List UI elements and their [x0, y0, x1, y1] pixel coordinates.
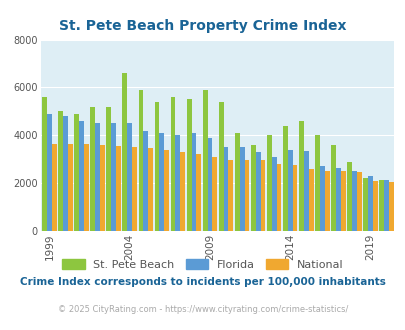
Bar: [260, 160, 265, 231]
Bar: [90, 107, 95, 231]
Bar: [335, 168, 340, 231]
Bar: [266, 135, 271, 231]
Bar: [212, 157, 217, 231]
Bar: [346, 162, 351, 231]
Bar: [324, 171, 329, 231]
Bar: [116, 146, 121, 231]
Bar: [68, 144, 72, 231]
Legend: St. Pete Beach, Florida, National: St. Pete Beach, Florida, National: [58, 255, 347, 274]
Bar: [42, 97, 47, 231]
Bar: [159, 133, 164, 231]
Bar: [132, 147, 136, 231]
Bar: [47, 114, 52, 231]
Bar: [356, 172, 361, 231]
Bar: [111, 123, 116, 231]
Bar: [383, 180, 388, 231]
Bar: [52, 144, 57, 231]
Bar: [351, 171, 356, 231]
Bar: [292, 165, 297, 231]
Bar: [388, 182, 393, 231]
Bar: [244, 160, 249, 231]
Bar: [58, 112, 63, 231]
Text: Crime Index corresponds to incidents per 100,000 inhabitants: Crime Index corresponds to incidents per…: [20, 278, 385, 287]
Bar: [271, 157, 276, 231]
Bar: [319, 166, 324, 231]
Bar: [122, 73, 127, 231]
Bar: [303, 151, 308, 231]
Bar: [143, 130, 148, 231]
Text: © 2025 CityRating.com - https://www.cityrating.com/crime-statistics/: © 2025 CityRating.com - https://www.city…: [58, 305, 347, 314]
Bar: [340, 171, 345, 231]
Bar: [255, 152, 260, 231]
Bar: [127, 123, 132, 231]
Bar: [84, 144, 89, 231]
Bar: [202, 90, 207, 231]
Bar: [95, 123, 100, 231]
Bar: [239, 147, 244, 231]
Bar: [175, 135, 180, 231]
Bar: [63, 116, 68, 231]
Bar: [196, 154, 200, 231]
Bar: [228, 160, 233, 231]
Bar: [250, 145, 255, 231]
Bar: [100, 145, 104, 231]
Text: St. Pete Beach Property Crime Index: St. Pete Beach Property Crime Index: [59, 19, 346, 33]
Bar: [372, 181, 377, 231]
Bar: [180, 152, 185, 231]
Bar: [330, 145, 335, 231]
Bar: [186, 99, 191, 231]
Bar: [170, 97, 175, 231]
Bar: [287, 150, 292, 231]
Bar: [164, 150, 168, 231]
Bar: [298, 121, 303, 231]
Bar: [234, 133, 239, 231]
Bar: [314, 135, 319, 231]
Bar: [79, 121, 84, 231]
Bar: [138, 90, 143, 231]
Bar: [191, 133, 196, 231]
Bar: [154, 102, 159, 231]
Bar: [378, 180, 383, 231]
Bar: [74, 114, 79, 231]
Bar: [362, 178, 367, 231]
Bar: [148, 148, 153, 231]
Bar: [276, 164, 281, 231]
Bar: [223, 147, 228, 231]
Bar: [218, 102, 223, 231]
Bar: [207, 138, 212, 231]
Bar: [282, 126, 287, 231]
Bar: [106, 107, 111, 231]
Bar: [308, 169, 313, 231]
Bar: [367, 176, 372, 231]
